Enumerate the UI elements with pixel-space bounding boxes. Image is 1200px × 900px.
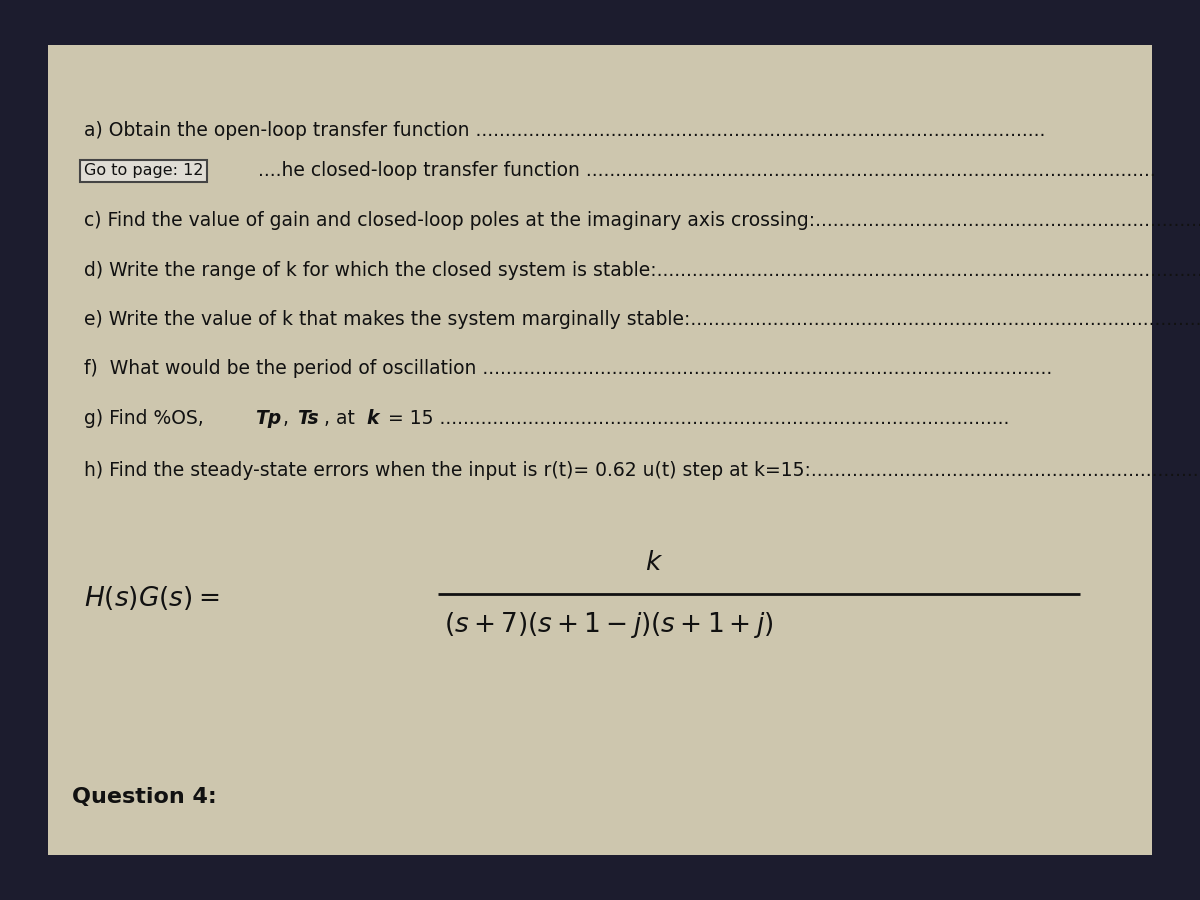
Text: Ts: Ts [298,409,319,428]
Text: f)  What would be the period of oscillation ....................................: f) What would be the period of oscillati… [84,359,1052,379]
Text: $k$: $k$ [644,550,664,575]
Text: g) Find %OS,: g) Find %OS, [84,409,210,428]
Text: , at: , at [324,409,355,428]
Text: ....he closed-loop transfer function ...........................................: ....he closed-loop transfer function ...… [258,161,1156,181]
Text: $H(s)G(s) =$: $H(s)G(s) =$ [84,584,220,613]
Text: Tp: Tp [256,409,282,428]
Text: d) Write the range of k for which the closed system is stable:..................: d) Write the range of k for which the cl… [84,260,1200,280]
Text: c) Find the value of gain and closed-loop poles at the imaginary axis crossing:.: c) Find the value of gain and closed-loo… [84,211,1200,230]
Text: Go to page: 12: Go to page: 12 [84,164,204,178]
Text: Question 4:: Question 4: [72,787,217,806]
Text: e) Write the value of k that makes the system marginally stable:................: e) Write the value of k that makes the s… [84,310,1200,329]
Text: a) Obtain the open-loop transfer function ......................................: a) Obtain the open-loop transfer functio… [84,121,1045,140]
Text: $(s+7)(s+1-j)(s+1+j)$: $(s+7)(s+1-j)(s+1+j)$ [444,610,774,641]
Text: h) Find the steady-state errors when the input is r(t)= 0.62 u(t) step at k=15:.: h) Find the steady-state errors when the… [84,461,1200,481]
Text: k: k [366,409,378,428]
Text: ,: , [283,409,295,428]
Text: = 15 ...........................................................................: = 15 ...................................… [382,409,1009,428]
